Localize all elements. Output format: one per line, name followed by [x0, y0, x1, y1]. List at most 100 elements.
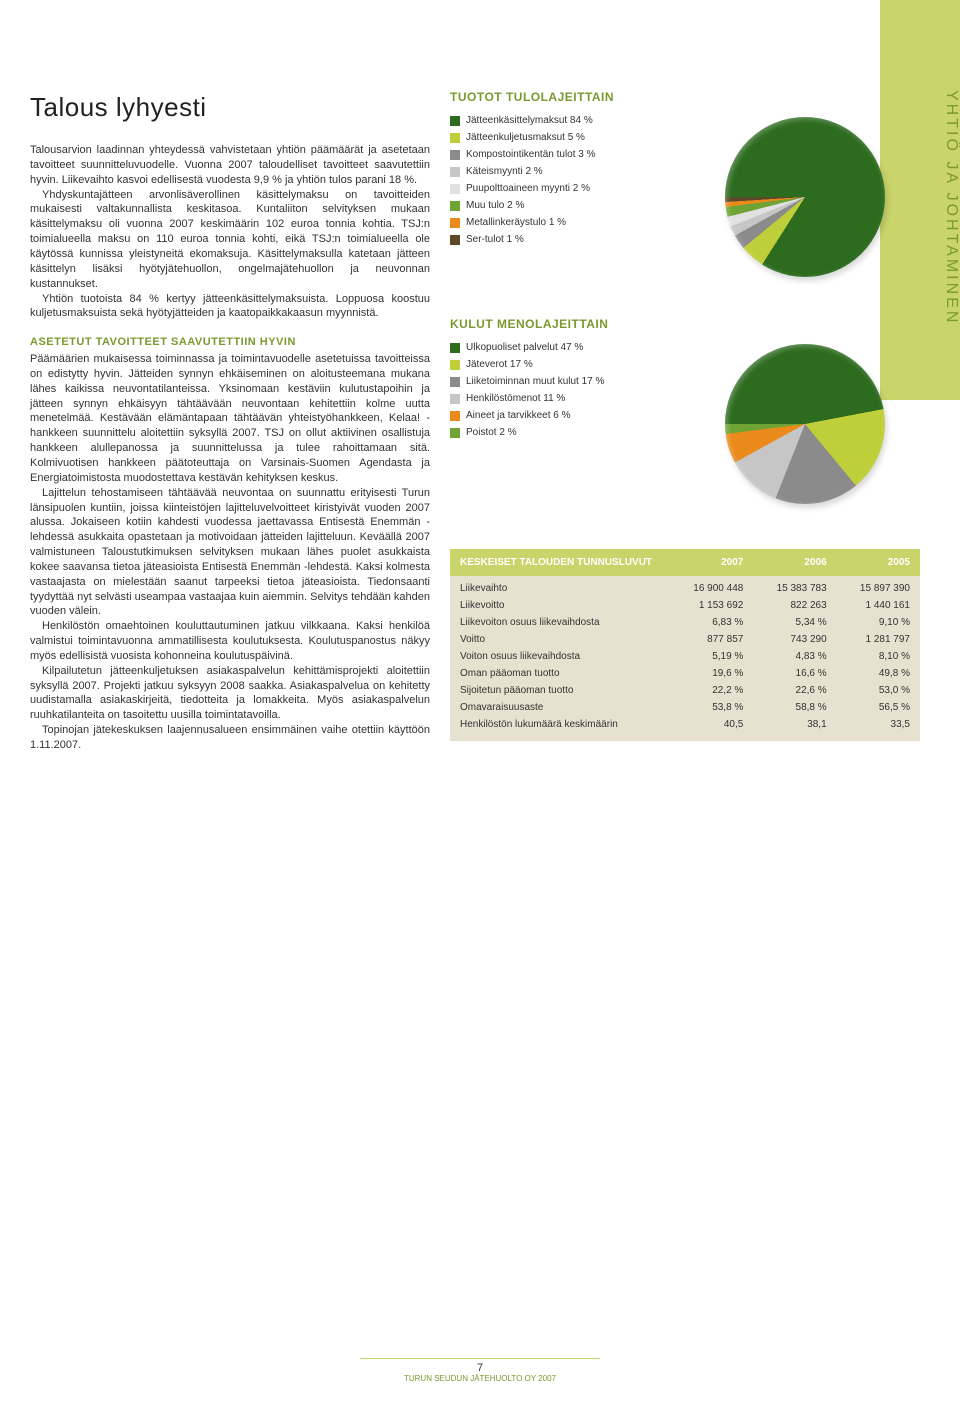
kpi-table-header: KESKEISET TALOUDEN TUNNUSLUVUT 2007 2006…: [450, 549, 920, 576]
legend-item: Jätteenkuljetusmaksut 5 %: [450, 129, 690, 146]
chart2-title: KULUT MENOLAJEITTAIN: [450, 317, 920, 331]
paragraph: Kilpailutetun jätteenkuljetuksen asiakas…: [30, 664, 430, 723]
section-heading: ASETETUT TAVOITTEET SAAVUTETTIIN HYVIN: [30, 335, 430, 350]
kpi-table: KESKEISET TALOUDEN TUNNUSLUVUT 2007 2006…: [450, 549, 920, 741]
legend-item: Käteismyynti 2 %: [450, 163, 690, 180]
chart2-pie: [725, 344, 885, 504]
kpi-cell: 16,6 %: [743, 668, 826, 679]
body-paragraphs: Päämäärien mukaisessa toiminnassa ja toi…: [30, 352, 430, 753]
legend-swatch: [450, 428, 460, 438]
legend-item: Aineet ja tarvikkeet 6 %: [450, 407, 690, 424]
legend-swatch: [450, 411, 460, 421]
legend-item: Puupolttoaineen myynti 2 %: [450, 180, 690, 197]
kpi-cell: 877 857: [660, 634, 743, 645]
kpi-cell: 19,6 %: [660, 668, 743, 679]
legend-label: Aineet ja tarvikkeet 6 %: [466, 407, 571, 424]
legend-label: Jätteenkäsittelymaksut 84 %: [466, 112, 593, 129]
kpi-row-label: Oman pääoman tuotto: [460, 668, 660, 679]
legend-swatch: [450, 218, 460, 228]
kpi-cell: 1 281 797: [827, 634, 910, 645]
legend-swatch: [450, 167, 460, 177]
legend-item: Jätteenkäsittelymaksut 84 %: [450, 112, 690, 129]
paragraph: Henkilöstön omaehtoinen kouluttautuminen…: [30, 619, 430, 664]
kpi-year-0: 2007: [660, 557, 743, 568]
legend-label: Jäteverot 17 %: [466, 356, 533, 373]
kpi-table-title: KESKEISET TALOUDEN TUNNUSLUVUT: [460, 557, 660, 568]
kpi-cell: 40,5: [660, 719, 743, 730]
legend-swatch: [450, 394, 460, 404]
table-row: Liikevoiton osuus liikevaihdosta6,83 %5,…: [450, 614, 920, 631]
legend-swatch: [450, 116, 460, 126]
chart-revenue-by-type: TUOTOT TULOLAJEITTAIN Jätteenkäsittelyma…: [450, 90, 920, 282]
kpi-cell: 56,5 %: [827, 702, 910, 713]
kpi-cell: 743 290: [743, 634, 826, 645]
chart-expenses-by-type: KULUT MENOLAJEITTAIN Ulkopuoliset palvel…: [450, 317, 920, 509]
legend-item: Liiketoiminnan muut kulut 17 %: [450, 373, 690, 390]
legend-swatch: [450, 235, 460, 245]
kpi-year-1: 2006: [743, 557, 826, 568]
left-column: Talous lyhyesti Talousarvion laadinnan y…: [30, 90, 430, 753]
paragraph: Päämäärien mukaisessa toiminnassa ja toi…: [30, 352, 430, 486]
intro-paragraphs: Talousarvion laadinnan yhteydessä vahvis…: [30, 143, 430, 321]
paragraph: Yhdyskuntajätteen arvonlisäverollinen kä…: [30, 188, 430, 292]
table-row: Sijoitetun pääoman tuotto22,2 %22,6 %53,…: [450, 682, 920, 699]
page-number: 7: [360, 1362, 600, 1374]
kpi-row-label: Henkilöstön lukumäärä keskimäärin: [460, 719, 660, 730]
kpi-cell: 5,34 %: [743, 617, 826, 628]
kpi-cell: 49,8 %: [827, 668, 910, 679]
paragraph: Topinojan jätekeskuksen laajennusalueen …: [30, 723, 430, 753]
kpi-row-label: Voiton osuus liikevaihdosta: [460, 651, 660, 662]
legend-label: Metallinkeräystulo 1 %: [466, 214, 566, 231]
legend-label: Jätteenkuljetusmaksut 5 %: [466, 129, 585, 146]
kpi-cell: 8,10 %: [827, 651, 910, 662]
legend-item: Metallinkeräystulo 1 %: [450, 214, 690, 231]
kpi-row-label: Sijoitetun pääoman tuotto: [460, 685, 660, 696]
table-row: Henkilöstön lukumäärä keskimäärin40,538,…: [450, 716, 920, 733]
legend-item: Ulkopuoliset palvelut 47 %: [450, 339, 690, 356]
kpi-table-body: Liikevaihto16 900 44815 383 78315 897 39…: [450, 576, 920, 741]
paragraph: Lajittelun tehostamiseen tähtäävää neuvo…: [30, 486, 430, 620]
legend-label: Kompostointikentän tulot 3 %: [466, 146, 596, 163]
kpi-cell: 15 897 390: [827, 583, 910, 594]
paragraph: Talousarvion laadinnan yhteydessä vahvis…: [30, 143, 430, 188]
legend-swatch: [450, 150, 460, 160]
table-row: Voiton osuus liikevaihdosta5,19 %4,83 %8…: [450, 648, 920, 665]
kpi-cell: 15 383 783: [743, 583, 826, 594]
legend-item: Jäteverot 17 %: [450, 356, 690, 373]
kpi-row-label: Omavaraisuusaste: [460, 702, 660, 713]
legend-item: Henkilöstömenot 11 %: [450, 390, 690, 407]
right-column: TUOTOT TULOLAJEITTAIN Jätteenkäsittelyma…: [450, 90, 920, 741]
kpi-cell: 53,0 %: [827, 685, 910, 696]
kpi-cell: 5,19 %: [660, 651, 743, 662]
kpi-cell: 1 153 692: [660, 600, 743, 611]
legend-item: Kompostointikentän tulot 3 %: [450, 146, 690, 163]
table-row: Liikevoitto1 153 692822 2631 440 161: [450, 597, 920, 614]
kpi-cell: 58,8 %: [743, 702, 826, 713]
legend-label: Henkilöstömenot 11 %: [466, 390, 565, 407]
kpi-cell: 22,6 %: [743, 685, 826, 696]
kpi-cell: 38,1: [743, 719, 826, 730]
legend-swatch: [450, 360, 460, 370]
page-footer: 7 TURUN SEUDUN JÄTEHUOLTO OY 2007: [360, 1358, 600, 1383]
table-row: Liikevaihto16 900 44815 383 78315 897 39…: [450, 580, 920, 597]
legend-swatch: [450, 133, 460, 143]
kpi-row-label: Liikevoiton osuus liikevaihdosta: [460, 617, 660, 628]
kpi-row-label: Liikevaihto: [460, 583, 660, 594]
legend-swatch: [450, 377, 460, 387]
legend-label: Poistot 2 %: [466, 424, 517, 441]
section-tab: YHTIÖ JA JOHTAMINEN: [880, 0, 960, 400]
legend-label: Käteismyynti 2 %: [466, 163, 543, 180]
footer-line: TURUN SEUDUN JÄTEHUOLTO OY 2007: [360, 1374, 600, 1383]
legend-label: Puupolttoaineen myynti 2 %: [466, 180, 590, 197]
kpi-cell: 6,83 %: [660, 617, 743, 628]
chart2-legend: Ulkopuoliset palvelut 47 %Jäteverot 17 %…: [450, 339, 690, 441]
kpi-cell: 9,10 %: [827, 617, 910, 628]
paragraph: Yhtiön tuotoista 84 % kertyy jätteenkäsi…: [30, 292, 430, 322]
legend-swatch: [450, 184, 460, 194]
kpi-cell: 4,83 %: [743, 651, 826, 662]
legend-item: Ser-tulot 1 %: [450, 231, 690, 248]
kpi-cell: 53,8 %: [660, 702, 743, 713]
legend-item: Muu tulo 2 %: [450, 197, 690, 214]
legend-swatch: [450, 201, 460, 211]
chart1-pie: [725, 117, 885, 277]
